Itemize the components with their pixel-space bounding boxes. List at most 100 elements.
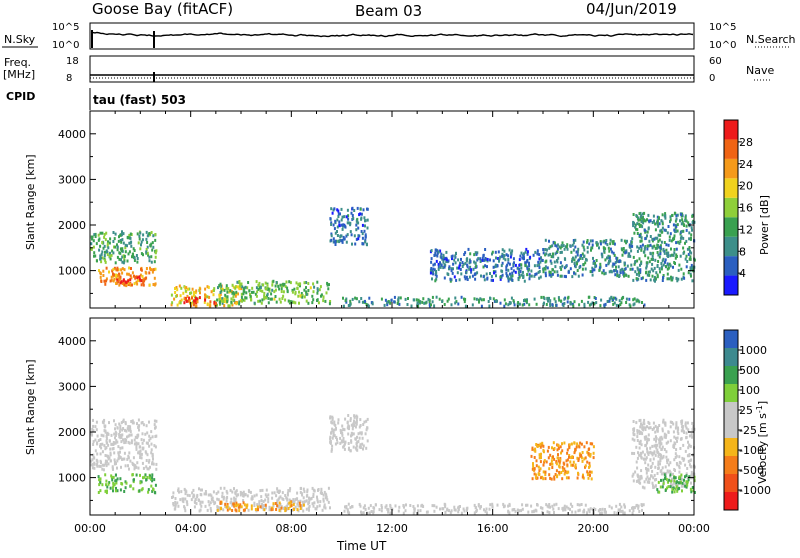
range-cell <box>681 477 683 481</box>
range-cell <box>675 448 678 452</box>
range-cell <box>260 301 263 305</box>
range-cell <box>656 472 659 475</box>
range-cell <box>113 432 116 436</box>
range-cell <box>687 428 690 432</box>
range-cell <box>139 473 141 477</box>
range-cell <box>601 255 604 259</box>
range-cell <box>307 506 310 510</box>
range-cell <box>603 272 606 276</box>
range-cell <box>571 259 573 263</box>
range-cell <box>174 291 177 294</box>
power-colorbar-tick-label: 12 <box>739 223 753 236</box>
range-cell <box>482 265 485 269</box>
range-cell <box>681 425 684 428</box>
range-cell <box>593 511 595 515</box>
range-cell <box>268 508 271 512</box>
range-cell <box>329 435 332 439</box>
range-cell <box>491 505 494 509</box>
range-cell <box>563 302 566 305</box>
range-cell <box>646 438 649 442</box>
range-cell <box>240 505 243 509</box>
range-cell <box>499 275 502 279</box>
range-cell <box>109 447 112 451</box>
range-cell <box>544 267 547 271</box>
range-cell <box>463 253 466 256</box>
range-cell <box>302 496 305 500</box>
range-cell <box>185 299 188 303</box>
range-cell <box>521 256 524 260</box>
range-cell <box>282 283 285 287</box>
range-cell <box>657 233 660 237</box>
range-cell <box>508 262 511 266</box>
range-cell <box>153 260 156 264</box>
range-cell <box>334 231 337 235</box>
range-cell <box>492 278 494 282</box>
range-cell <box>554 300 557 304</box>
range-cell <box>430 260 433 264</box>
range-cell <box>678 263 681 267</box>
range-cell <box>350 211 353 215</box>
range-cell <box>573 451 576 455</box>
range-cell <box>343 237 346 241</box>
range-cell <box>511 274 514 278</box>
range-cell <box>667 430 670 434</box>
range-cell <box>509 251 512 255</box>
range-cell <box>659 462 661 466</box>
range-cell <box>668 478 671 482</box>
range-cell <box>655 271 658 275</box>
range-cell <box>538 456 541 460</box>
range-cell <box>105 279 108 283</box>
range-cell <box>660 448 663 451</box>
range-cell <box>553 457 556 461</box>
range-cell <box>104 459 107 463</box>
range-cell <box>613 242 616 246</box>
range-cell <box>664 258 667 262</box>
range-cell <box>669 254 672 258</box>
range-cell <box>690 263 693 267</box>
range-cell <box>446 508 449 512</box>
range-cell <box>278 501 281 505</box>
range-cell <box>684 475 686 479</box>
range-cell <box>480 274 482 278</box>
range-cell <box>116 243 118 247</box>
range-cell <box>209 304 212 308</box>
range-cell <box>361 242 364 246</box>
range-cell <box>665 248 668 252</box>
range-cell <box>565 245 568 249</box>
range-cell <box>245 291 248 295</box>
range-cell <box>548 273 551 277</box>
range-cell <box>291 288 294 292</box>
range-cell <box>685 426 688 430</box>
range-cell <box>691 214 694 218</box>
range-cell <box>472 267 475 271</box>
range-cell <box>353 419 355 423</box>
range-cell <box>549 302 552 306</box>
range-cell <box>195 301 198 305</box>
range-cell <box>114 460 116 464</box>
range-cell <box>664 260 666 264</box>
range-cell <box>691 486 694 489</box>
range-cell <box>263 297 266 301</box>
range-cell <box>102 246 105 250</box>
range-cell <box>180 286 183 290</box>
nsky-label: N.Sky <box>4 33 36 46</box>
range-cell <box>615 265 617 269</box>
range-cell <box>125 439 128 442</box>
range-cell <box>671 214 674 217</box>
range-cell <box>308 496 310 500</box>
range-cell <box>335 239 338 243</box>
range-cell <box>405 503 407 507</box>
range-cell <box>544 253 547 257</box>
range-cell <box>646 447 648 451</box>
range-cell <box>454 254 457 258</box>
range-cell <box>663 214 666 218</box>
range-cell <box>300 292 303 295</box>
x-tick-label: 20:00 <box>577 522 609 535</box>
range-cell <box>591 239 594 243</box>
range-cell <box>676 213 679 217</box>
range-cell <box>194 296 197 300</box>
range-cell <box>121 267 124 271</box>
range-cell <box>550 274 553 278</box>
range-cell <box>317 488 319 492</box>
range-cell <box>502 256 505 260</box>
